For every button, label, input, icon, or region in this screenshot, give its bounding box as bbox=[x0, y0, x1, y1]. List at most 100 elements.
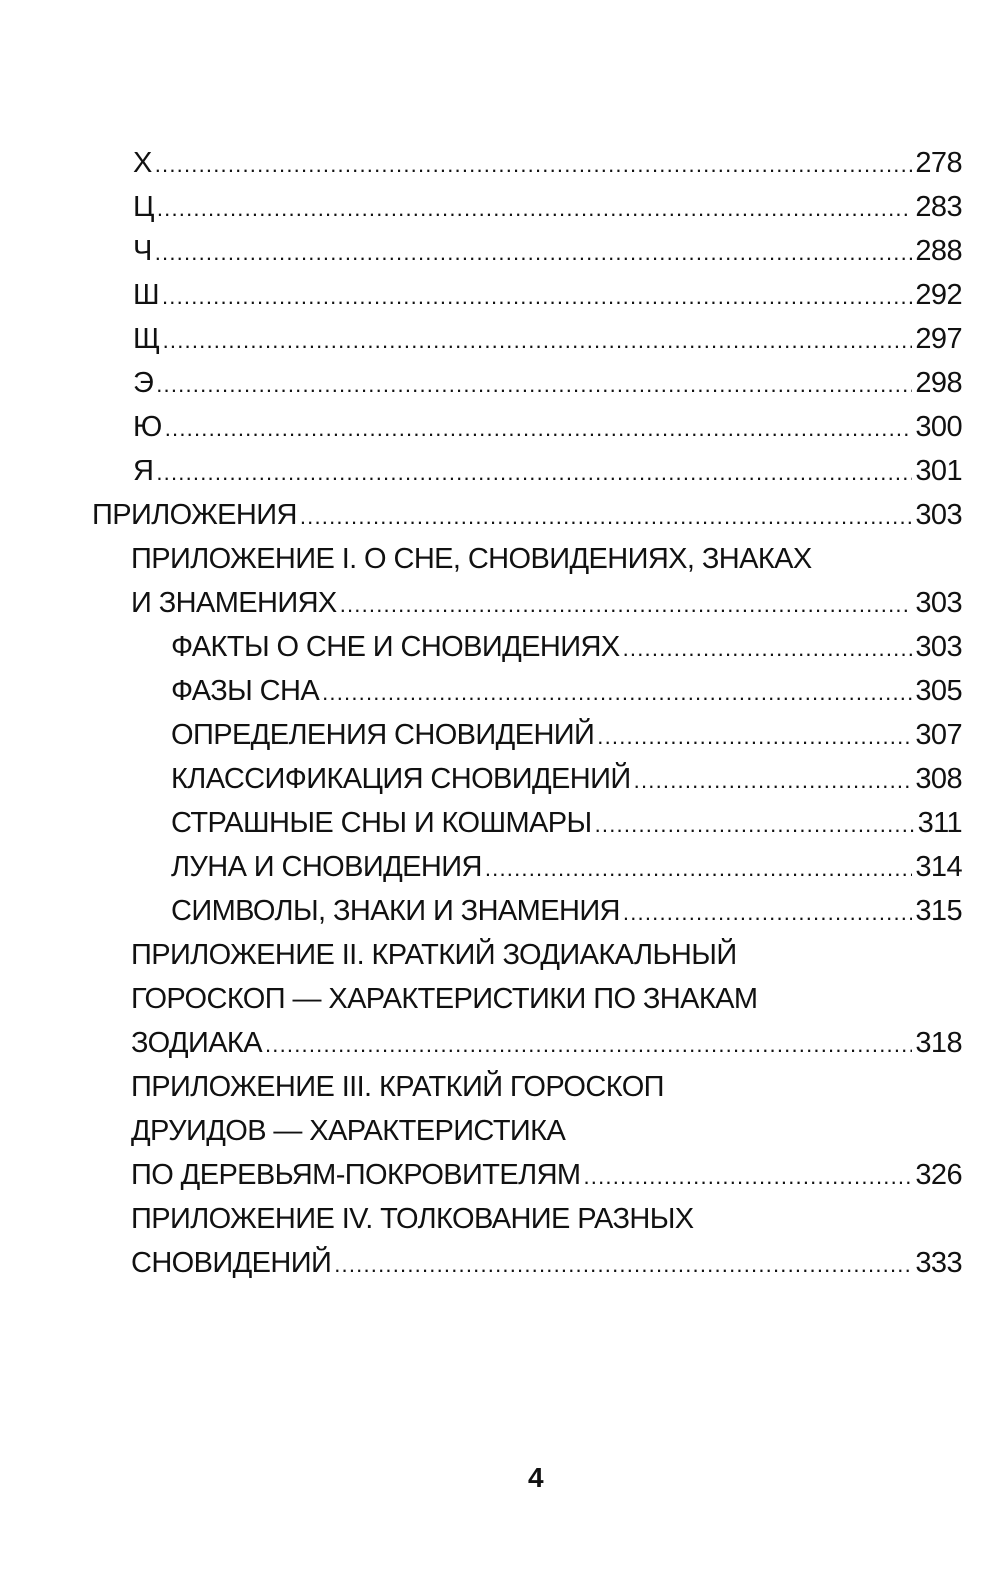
toc-entry-page: 305 bbox=[915, 675, 962, 707]
toc-entry-line: Щ 297 bbox=[0, 317, 963, 363]
dot-leader bbox=[300, 495, 913, 539]
toc-entry-line: ОПРЕДЕЛЕНИЯ СНОВИДЕНИЙ 307 bbox=[0, 713, 963, 759]
toc-entry-title: Ш bbox=[133, 279, 160, 311]
toc-entry-line: ПРИЛОЖЕНИЕ I. О СНЕ, СНОВИДЕНИЯХ, ЗНАКАХ bbox=[0, 537, 962, 581]
toc-entry: Ч 288 bbox=[0, 229, 963, 275]
dot-leader bbox=[157, 187, 913, 231]
dot-leader bbox=[340, 583, 913, 627]
toc-entry-title: Э bbox=[133, 367, 154, 399]
dot-leader bbox=[334, 1243, 912, 1287]
toc-entry: ОПРЕДЕЛЕНИЯ СНОВИДЕНИЙ 307 bbox=[0, 713, 963, 759]
toc-entry-title: Х bbox=[133, 147, 152, 179]
toc-entry-title: ПРИЛОЖЕНИЯ bbox=[92, 499, 297, 531]
toc-entry-page: 288 bbox=[915, 235, 962, 267]
toc-entry-title: КЛАССИФИКАЦИЯ СНОВИДЕНИЙ bbox=[171, 763, 631, 795]
toc-entry-line: И ЗНАМЕНИЯХ 303 bbox=[0, 581, 963, 627]
toc-entry-page: 326 bbox=[915, 1159, 962, 1191]
toc-entry: Ц 283 bbox=[0, 185, 963, 231]
toc-entry-title: ПРИЛОЖЕНИЕ III. КРАТКИЙ ГОРОСКОП bbox=[131, 1071, 665, 1103]
dot-leader bbox=[485, 847, 913, 891]
toc-entry-title: ПРИЛОЖЕНИЕ I. О СНЕ, СНОВИДЕНИЯХ, ЗНАКАХ bbox=[131, 543, 812, 575]
dot-leader bbox=[623, 891, 913, 935]
toc-entry-title: ГОРОСКОП — ХАРАКТЕРИСТИКИ ПО ЗНАКАМ bbox=[131, 983, 758, 1015]
dot-leader bbox=[163, 319, 913, 363]
toc-entry-title: ДРУИДОВ — ХАРАКТЕРИСТИКА bbox=[131, 1115, 566, 1147]
toc-entry-title: ОПРЕДЕЛЕНИЯ СНОВИДЕНИЙ bbox=[171, 719, 595, 751]
toc-entry-page: 307 bbox=[915, 719, 962, 751]
toc-entry-line: ПРИЛОЖЕНИЕ IV. ТОЛКОВАНИЕ РАЗНЫХ bbox=[0, 1197, 962, 1241]
toc-entry: ПРИЛОЖЕНИЕ I. О СНЕ, СНОВИДЕНИЯХ, ЗНАКАХ… bbox=[0, 537, 963, 627]
toc-entry-line: ПО ДЕРЕВЬЯМ-ПОКРОВИТЕЛЯМ 326 bbox=[0, 1153, 963, 1199]
toc-entry-title: Я bbox=[133, 455, 154, 487]
toc-entry: Щ 297 bbox=[0, 317, 963, 363]
toc-entry-page: 283 bbox=[915, 191, 962, 223]
toc-entry: ПРИЛОЖЕНИЕ II. КРАТКИЙ ЗОДИАКАЛЬНЫЙ ГОРОС… bbox=[0, 933, 963, 1067]
toc-entry: ПРИЛОЖЕНИЯ 303 bbox=[0, 493, 963, 539]
toc-entry-page: 278 bbox=[915, 147, 962, 179]
dot-leader bbox=[597, 715, 912, 759]
toc-entry-page: 292 bbox=[915, 279, 962, 311]
toc-entry-page: 303 bbox=[915, 499, 962, 531]
toc-entry: ПРИЛОЖЕНИЕ IV. ТОЛКОВАНИЕ РАЗНЫХ СНОВИДЕН… bbox=[0, 1197, 963, 1287]
toc-entry: ФАЗЫ СНА 305 bbox=[0, 669, 963, 715]
toc-entry-line: ПРИЛОЖЕНИЯ 303 bbox=[0, 493, 963, 539]
toc-entry-page: 301 bbox=[915, 455, 962, 487]
toc-entry-title: СНОВИДЕНИЙ bbox=[131, 1247, 332, 1279]
toc-entry-title: Щ bbox=[133, 323, 160, 355]
toc-entry-title: Ц bbox=[133, 191, 154, 223]
toc-entry-line: ДРУИДОВ — ХАРАКТЕРИСТИКА bbox=[0, 1109, 962, 1153]
toc-entry: Э 298 bbox=[0, 361, 963, 407]
toc-entry-line: СИМВОЛЫ, ЗНАКИ И ЗНАМЕНИЯ 315 bbox=[0, 889, 963, 935]
toc-entry-line: ФАКТЫ О СНЕ И СНОВИДЕНИЯХ 303 bbox=[0, 625, 963, 671]
dot-leader bbox=[156, 451, 912, 495]
dot-leader bbox=[623, 627, 913, 671]
toc-entry-line: СНОВИДЕНИЙ 333 bbox=[0, 1241, 963, 1287]
toc-entry-title: ПРИЛОЖЕНИЕ II. КРАТКИЙ ЗОДИАКАЛЬНЫЙ bbox=[131, 939, 737, 971]
page-number: 4 bbox=[528, 1462, 544, 1493]
toc-entry: Ю 300 bbox=[0, 405, 963, 451]
dot-leader bbox=[156, 363, 912, 407]
toc-entry-title: ФАКТЫ О СНЕ И СНОВИДЕНИЯХ bbox=[171, 631, 620, 663]
toc-entry-page: 315 bbox=[915, 895, 962, 927]
dot-leader bbox=[165, 407, 913, 451]
toc-entry-page: 297 bbox=[915, 323, 962, 355]
toc-entry-line: Х 278 bbox=[0, 141, 963, 185]
toc-entry-title: Ю bbox=[133, 411, 162, 443]
toc-entry-line: Ц 283 bbox=[0, 185, 963, 231]
toc-entry-line: ФАЗЫ СНА 305 bbox=[0, 669, 963, 715]
toc-entry-page: 308 bbox=[915, 763, 962, 795]
toc-entry-line: ПРИЛОЖЕНИЕ III. КРАТКИЙ ГОРОСКОП bbox=[0, 1065, 962, 1109]
toc-entry-line: Ш 292 bbox=[0, 273, 963, 317]
toc-entry-page: 311 bbox=[917, 807, 963, 839]
toc-entry-page: 298 bbox=[915, 367, 962, 399]
toc-entry-page: 314 bbox=[915, 851, 962, 883]
toc-entry: СИМВОЛЫ, ЗНАКИ И ЗНАМЕНИЯ 315 bbox=[0, 889, 963, 935]
toc-entry-line: ПРИЛОЖЕНИЕ II. КРАТКИЙ ЗОДИАКАЛЬНЫЙ bbox=[0, 933, 962, 977]
toc-entry-title: И ЗНАМЕНИЯХ bbox=[131, 587, 337, 619]
toc-entry-line: Э 298 bbox=[0, 361, 963, 407]
toc-entry-line: ЛУНА И СНОВИДЕНИЯ 314 bbox=[0, 845, 963, 891]
toc-entry-page: 318 bbox=[915, 1027, 962, 1059]
toc-entry: Я 301 bbox=[0, 449, 963, 495]
dot-leader bbox=[265, 1023, 912, 1067]
dot-leader bbox=[584, 1155, 913, 1199]
toc-entry-line: ГОРОСКОП — ХАРАКТЕРИСТИКИ ПО ЗНАКАМ bbox=[0, 977, 962, 1021]
dot-leader bbox=[155, 231, 913, 275]
toc-entry-line: Ю 300 bbox=[0, 405, 963, 451]
toc-entry-title: ПРИЛОЖЕНИЕ IV. ТОЛКОВАНИЕ РАЗНЫХ bbox=[131, 1203, 694, 1235]
toc-entry: ЛУНА И СНОВИДЕНИЯ 314 bbox=[0, 845, 963, 891]
toc-entry-page: 333 bbox=[915, 1247, 962, 1279]
toc-entry: ФАКТЫ О СНЕ И СНОВИДЕНИЯХ 303 bbox=[0, 625, 963, 671]
dot-leader bbox=[595, 803, 915, 847]
toc-entry-title: ПО ДЕРЕВЬЯМ-ПОКРОВИТЕЛЯМ bbox=[131, 1159, 581, 1191]
toc-entry: Ш 292 bbox=[0, 273, 963, 317]
toc-entry-title: ЗОДИАКА bbox=[131, 1027, 263, 1059]
toc-entry: КЛАССИФИКАЦИЯ СНОВИДЕНИЙ 308 bbox=[0, 757, 963, 801]
toc-entry: ПРИЛОЖЕНИЕ III. КРАТКИЙ ГОРОСКОП ДРУИДОВ … bbox=[0, 1065, 963, 1199]
toc-entry-title: СИМВОЛЫ, ЗНАКИ И ЗНАМЕНИЯ bbox=[171, 895, 621, 927]
toc-entry-title: Ч bbox=[133, 235, 152, 267]
toc-entry: Х 278 bbox=[0, 141, 963, 185]
dot-leader bbox=[322, 671, 912, 715]
toc-entry-title: ФАЗЫ СНА bbox=[171, 675, 320, 707]
toc-entry-title: СТРАШНЫЕ СНЫ И КОШМАРЫ bbox=[171, 807, 592, 839]
